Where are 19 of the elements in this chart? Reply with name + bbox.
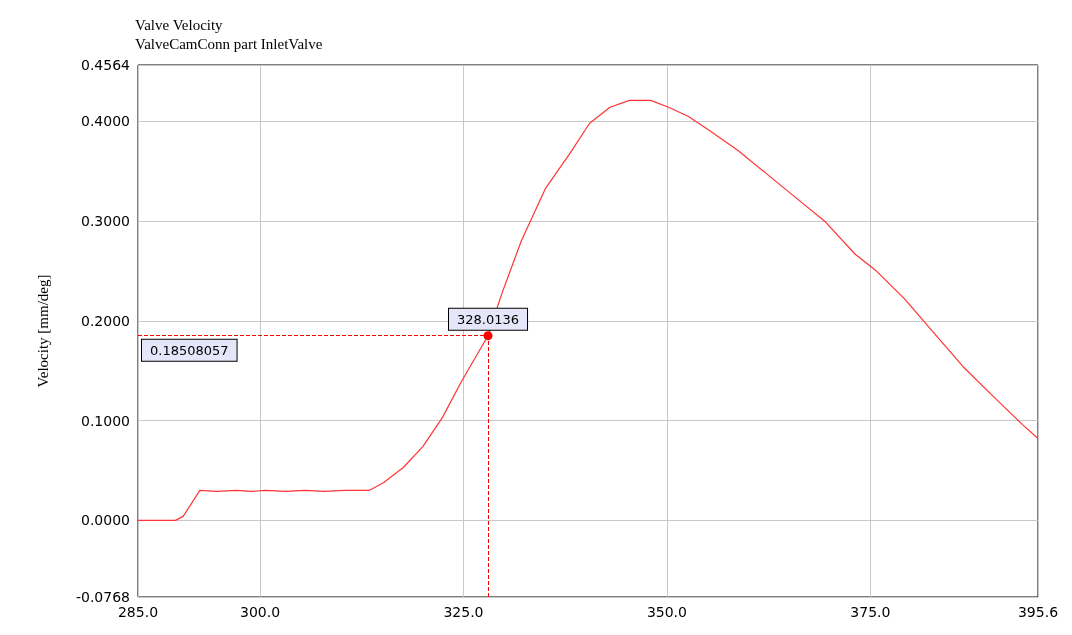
- line-series: [137, 99, 1039, 521]
- y-tick-label: 0.4564: [81, 57, 131, 73]
- y-tick-label: 0.4000: [81, 113, 130, 130]
- x-tick-label: 300.0: [240, 604, 281, 620]
- y-axis-title: Velocity [mm/deg]: [34, 274, 51, 388]
- y-tick-label: 0.1000: [81, 412, 130, 429]
- x-tick-label: 375.0: [850, 604, 891, 620]
- x-tick-label: 350.0: [646, 604, 687, 620]
- y-tick-label: 0.2000: [81, 312, 130, 329]
- y-tick-label: 0.3000: [81, 213, 130, 230]
- x-tick-label: 325.0: [443, 604, 484, 620]
- x-tick-label: 285.0: [117, 604, 159, 620]
- ref-line-label: 0.18508057: [150, 342, 229, 358]
- chart-title: Valve Velocity: [135, 16, 224, 33]
- chart-subtitle: ValveCamConn part InletValve: [135, 35, 323, 52]
- ref-line-label: 328.0136: [457, 311, 520, 327]
- y-tick-label: 0.0000: [81, 512, 130, 529]
- x-tick-label: 395.6: [1017, 604, 1059, 620]
- y-tick-label: -0.0768: [75, 589, 130, 605]
